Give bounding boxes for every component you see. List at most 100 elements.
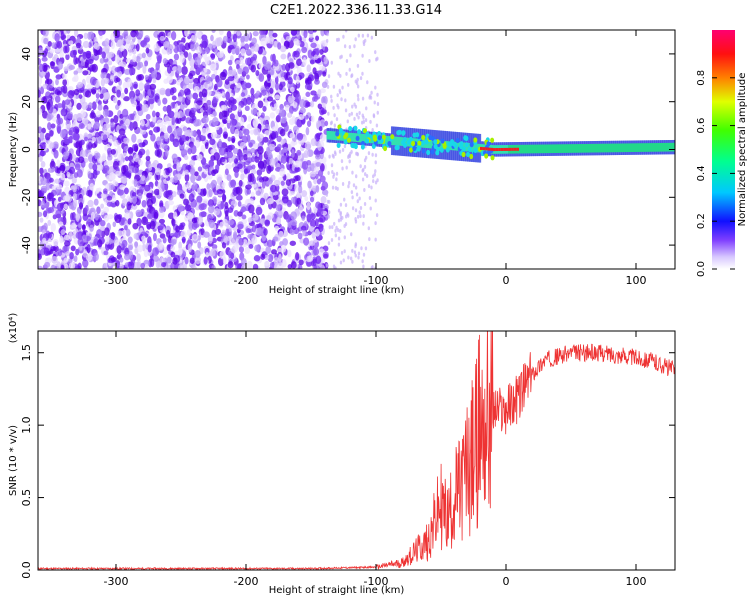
noise-blob — [105, 235, 110, 244]
sparse-noise-blob — [339, 150, 341, 154]
plot-area — [38, 309, 675, 569]
sparse-noise-blob — [353, 44, 355, 48]
colorbar-tick-label: 0.2 — [696, 213, 707, 229]
noise-blob — [282, 238, 288, 246]
signal-speckle — [335, 131, 339, 136]
noise-blob — [110, 74, 115, 81]
noise-blob — [185, 136, 189, 141]
sparse-noise-blob — [375, 181, 377, 185]
signal-speckle — [435, 150, 439, 155]
noise-blob — [210, 182, 215, 189]
noise-blob — [40, 132, 45, 141]
noise-blob — [317, 89, 321, 97]
noise-blob — [283, 147, 287, 153]
sparse-noise-blob — [342, 148, 344, 152]
noise-blob — [290, 87, 295, 92]
noise-blob — [64, 258, 69, 263]
noise-blob — [165, 149, 169, 157]
sparse-noise-blob — [377, 102, 379, 106]
noise-blob — [107, 202, 113, 207]
noise-blob — [204, 67, 208, 72]
noise-blob — [60, 129, 66, 138]
noise-blob — [310, 43, 316, 49]
sparse-noise-blob — [340, 260, 342, 264]
noise-blob — [47, 220, 51, 226]
noise-blob — [322, 82, 328, 88]
noise-blob — [39, 168, 43, 175]
noise-blob — [260, 254, 265, 260]
noise-blob — [196, 154, 203, 161]
sparse-noise-blob — [371, 153, 373, 157]
sparse-noise-blob — [329, 225, 331, 229]
sparse-noise-blob — [353, 102, 355, 106]
noise-blob — [88, 171, 92, 179]
noise-blob — [39, 64, 44, 72]
sparse-noise-blob — [347, 119, 349, 123]
noise-blob — [298, 185, 302, 194]
noise-blob — [182, 237, 186, 244]
sparse-noise-blob — [333, 222, 335, 226]
noise-blob — [245, 58, 250, 65]
noise-blob — [311, 115, 315, 122]
noise-blob — [323, 254, 328, 259]
noise-blob — [274, 103, 278, 109]
noise-blob — [40, 200, 45, 207]
signal-speckle — [464, 136, 468, 141]
noise-blob — [187, 181, 191, 190]
noise-blob — [128, 245, 133, 251]
noise-blob — [270, 54, 274, 61]
noise-blob — [264, 130, 270, 136]
signal-speckle — [440, 148, 444, 153]
sparse-noise-blob — [327, 85, 329, 89]
noise-blob — [39, 155, 43, 162]
noise-blob — [291, 261, 297, 269]
noise-blob — [81, 101, 88, 110]
noise-blob — [163, 191, 170, 198]
sparse-noise-blob — [332, 155, 334, 159]
signal-speckle — [361, 144, 365, 149]
sparse-noise-blob — [363, 188, 365, 192]
noise-blob — [110, 184, 115, 189]
noise-blob — [179, 90, 184, 97]
noise-blob — [240, 48, 245, 54]
noise-blob — [274, 59, 279, 66]
noise-blob — [197, 187, 201, 193]
noise-blob — [54, 33, 59, 42]
signal-speckle — [470, 142, 474, 147]
noise-blob — [141, 236, 146, 241]
noise-blob — [56, 118, 61, 125]
noise-blob — [298, 114, 304, 120]
noise-blob — [82, 70, 88, 75]
noise-blob — [84, 137, 88, 142]
noise-blob — [298, 233, 303, 238]
signal-speckle — [407, 140, 411, 145]
signal-peak — [485, 147, 488, 150]
noise-blob — [161, 262, 166, 267]
noise-blob — [253, 264, 258, 271]
noise-blob — [102, 153, 107, 161]
sparse-noise-blob — [363, 253, 365, 257]
noise-blob — [257, 146, 263, 155]
noise-blob — [299, 259, 304, 265]
sparse-noise-blob — [344, 98, 346, 102]
sparse-noise-blob — [349, 53, 351, 57]
noise-blob — [236, 186, 243, 195]
noise-blob — [56, 184, 62, 189]
noise-blob — [203, 115, 209, 123]
noise-blob — [242, 214, 247, 219]
signal-speckle — [339, 128, 343, 133]
signal-speckle — [473, 148, 477, 153]
noise-blob — [140, 130, 146, 135]
noise-blob — [189, 58, 194, 67]
noise-blob — [272, 126, 278, 131]
sparse-noise-blob — [330, 99, 332, 103]
sparse-noise-blob — [374, 86, 376, 90]
noise-blob — [251, 156, 255, 162]
noise-blob — [208, 160, 214, 167]
noise-blob — [270, 185, 277, 193]
noise-blob — [258, 161, 264, 170]
noise-blob — [119, 257, 123, 263]
signal-speckle — [421, 135, 425, 140]
sparse-noise-blob — [334, 124, 336, 128]
noise-blob — [160, 223, 164, 229]
